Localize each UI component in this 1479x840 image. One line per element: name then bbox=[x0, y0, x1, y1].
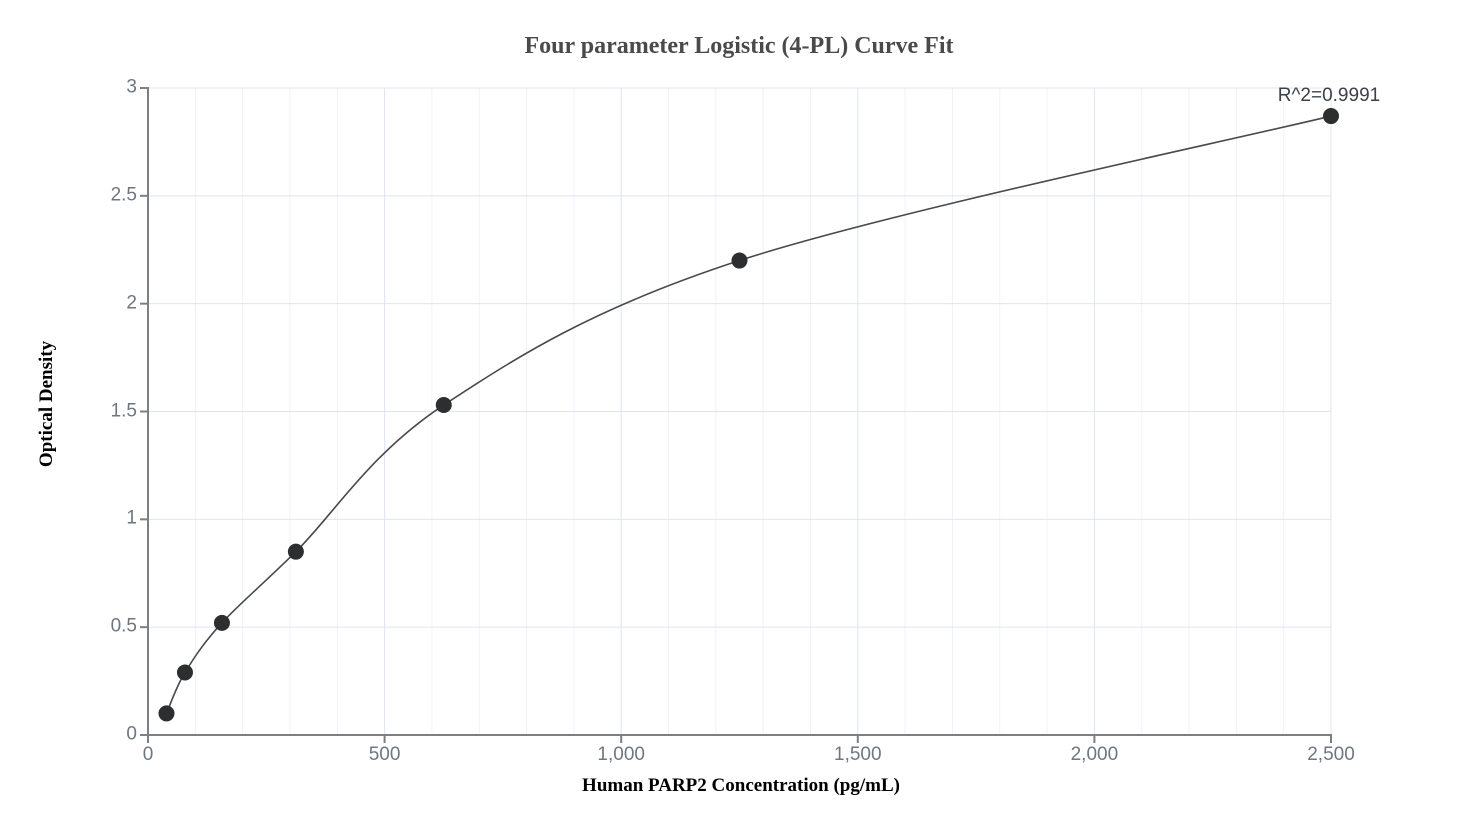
y-tick-label: 3 bbox=[126, 76, 137, 98]
data-point bbox=[158, 705, 175, 722]
y-axis-title: Optical Density bbox=[36, 340, 57, 468]
y-tick-label: 1.5 bbox=[110, 400, 137, 422]
x-tick-label: 500 bbox=[368, 744, 401, 765]
chart-title: Four parameter Logistic (4-PL) Curve Fit bbox=[524, 33, 954, 59]
y-tick-label: 2 bbox=[126, 292, 137, 314]
fit-curve bbox=[165, 115, 1332, 714]
data-point bbox=[1323, 108, 1339, 125]
data-point bbox=[213, 614, 230, 631]
y-tick-label: 2.5 bbox=[110, 184, 137, 206]
data-point bbox=[287, 543, 304, 560]
x-axis-title: Human PARP2 Concentration (pg/mL) bbox=[582, 775, 900, 796]
y-tick-label: 0.5 bbox=[110, 615, 137, 637]
x-tick-label: 2,500 bbox=[1307, 744, 1355, 765]
y-tick-label: 0 bbox=[126, 723, 137, 745]
x-tick-label: 0 bbox=[142, 744, 154, 765]
x-tick-label: 2,000 bbox=[1070, 744, 1119, 765]
data-point bbox=[731, 252, 748, 269]
r-squared-annotation: R^2=0.9991 bbox=[1277, 85, 1381, 106]
data-point bbox=[176, 664, 193, 681]
y-tick-label: 1 bbox=[126, 507, 137, 529]
data-point bbox=[435, 397, 452, 414]
x-tick-label: 1,000 bbox=[597, 744, 645, 765]
x-tick-label: 1,500 bbox=[834, 744, 882, 765]
